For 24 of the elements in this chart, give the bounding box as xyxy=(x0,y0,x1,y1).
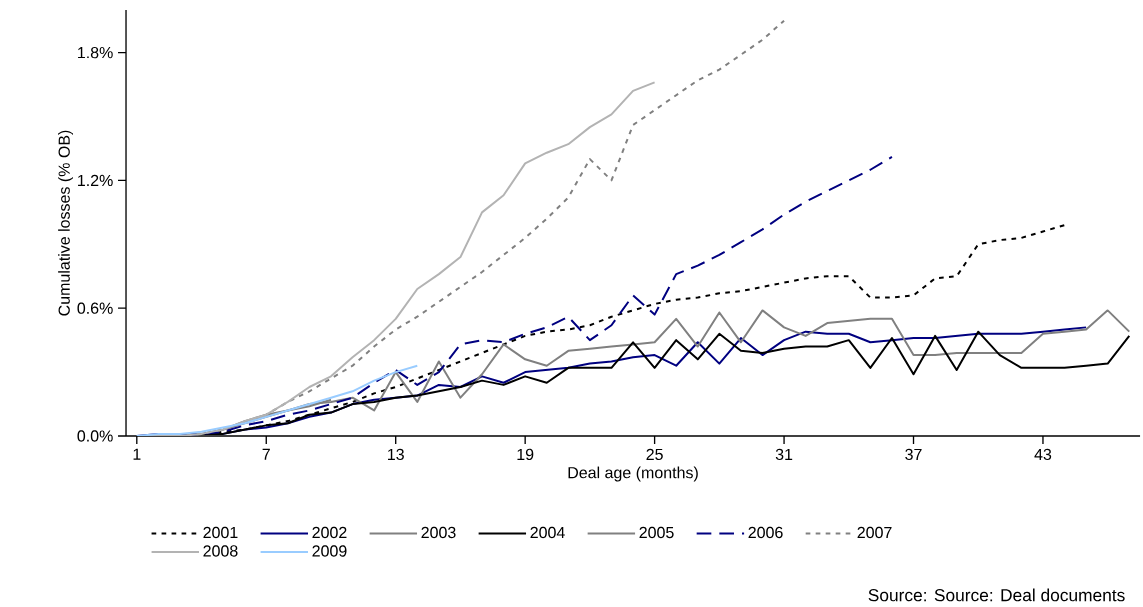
legend-label: 2007 xyxy=(857,526,892,539)
legend-label: 2001 xyxy=(203,526,238,539)
y-tick-label: 0.6% xyxy=(77,302,113,314)
x-tick-label: 19 xyxy=(517,448,534,461)
x-tick-label: 43 xyxy=(1034,448,1052,461)
y-axis-title: Cumulative losses (% OB) xyxy=(58,130,74,316)
y-tick-label: 1.8% xyxy=(78,46,113,59)
legend-label: 2004 xyxy=(530,526,565,539)
x-tick-label: 25 xyxy=(646,448,663,461)
legend-label: 2008 xyxy=(203,545,238,557)
x-tick-label: 1 xyxy=(133,448,141,460)
x-tick-label: 37 xyxy=(905,448,922,461)
legend-label: 2006 xyxy=(748,526,783,539)
x-tick-label: 7 xyxy=(262,448,270,460)
x-axis-title: Deal age (months) xyxy=(568,466,698,482)
legend-label: 2005 xyxy=(639,526,674,539)
y-tick-label: 0.0% xyxy=(77,430,113,442)
legend-label: 2003 xyxy=(421,526,456,539)
source-note: Source: Source: Deal documents xyxy=(868,588,1125,602)
legend-label: 2009 xyxy=(312,545,347,557)
y-tick-label: 1.2% xyxy=(78,174,113,187)
legend-label: 2002 xyxy=(312,526,347,539)
x-tick-label: 13 xyxy=(388,448,404,461)
x-tick-label: 31 xyxy=(775,448,793,461)
